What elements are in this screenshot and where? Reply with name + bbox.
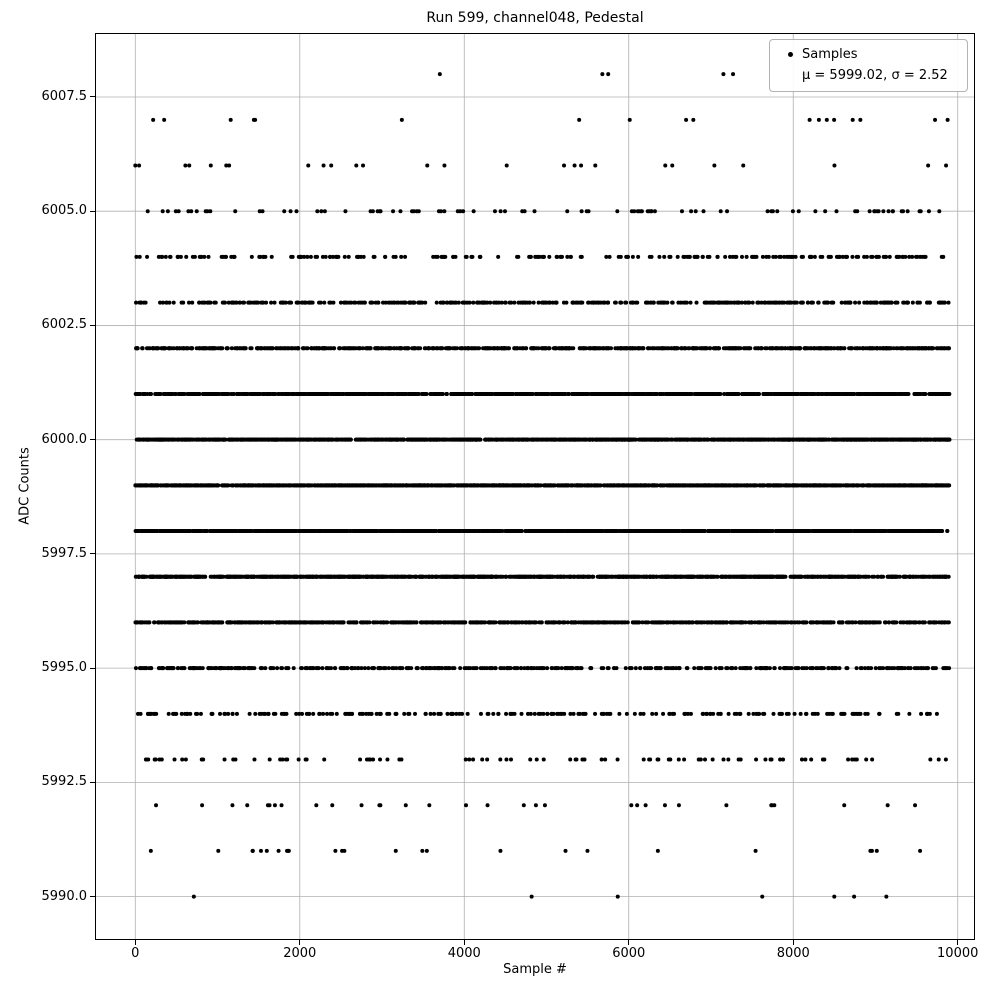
x-tick-label: 0 <box>131 946 140 961</box>
y-tick-mark <box>90 96 95 98</box>
y-tick-label: 5992.5 <box>41 774 88 790</box>
scatter-canvas <box>95 33 975 940</box>
y-tick-mark <box>90 667 95 669</box>
y-tick-mark <box>90 553 95 555</box>
samples-marker-icon <box>787 52 793 57</box>
y-tick-label: 6007.5 <box>41 88 88 104</box>
chart-title: Run 599, channel048, Pedestal <box>426 10 644 26</box>
x-tick-mark <box>957 940 959 945</box>
y-tick-label: 6002.5 <box>41 317 88 333</box>
y-tick-label: 5997.5 <box>41 545 88 561</box>
y-tick-mark <box>90 439 95 441</box>
y-tick-mark <box>90 210 95 212</box>
x-tick-label: 6000 <box>612 946 646 961</box>
x-tick-mark <box>134 940 136 945</box>
legend-row-samples: Samples <box>778 44 957 65</box>
y-tick-label: 5990.0 <box>41 888 88 904</box>
x-tick-mark <box>792 940 794 945</box>
x-tick-mark <box>299 940 301 945</box>
x-tick-mark <box>463 940 465 945</box>
x-tick-label: 4000 <box>447 946 481 961</box>
x-tick-label: 10000 <box>937 946 979 961</box>
x-tick-label: 2000 <box>283 946 317 961</box>
legend-samples-label: Samples <box>802 47 858 62</box>
legend-handle <box>778 52 802 57</box>
y-tick-label: 6000.0 <box>41 431 88 447</box>
x-tick-mark <box>628 940 630 945</box>
legend: Samples μ = 5999.02, σ = 2.52 <box>769 39 968 92</box>
y-tick-mark <box>90 324 95 326</box>
y-axis-label: ADC Counts <box>17 447 33 525</box>
x-axis-label: Sample # <box>503 962 567 977</box>
y-tick-mark <box>90 896 95 898</box>
legend-stats-label: μ = 5999.02, σ = 2.52 <box>802 68 948 83</box>
legend-row-stats: μ = 5999.02, σ = 2.52 <box>778 65 957 86</box>
y-tick-label: 5995.0 <box>41 660 88 676</box>
x-tick-label: 8000 <box>776 946 810 961</box>
y-tick-mark <box>90 781 95 783</box>
y-tick-label: 6005.0 <box>41 203 88 219</box>
